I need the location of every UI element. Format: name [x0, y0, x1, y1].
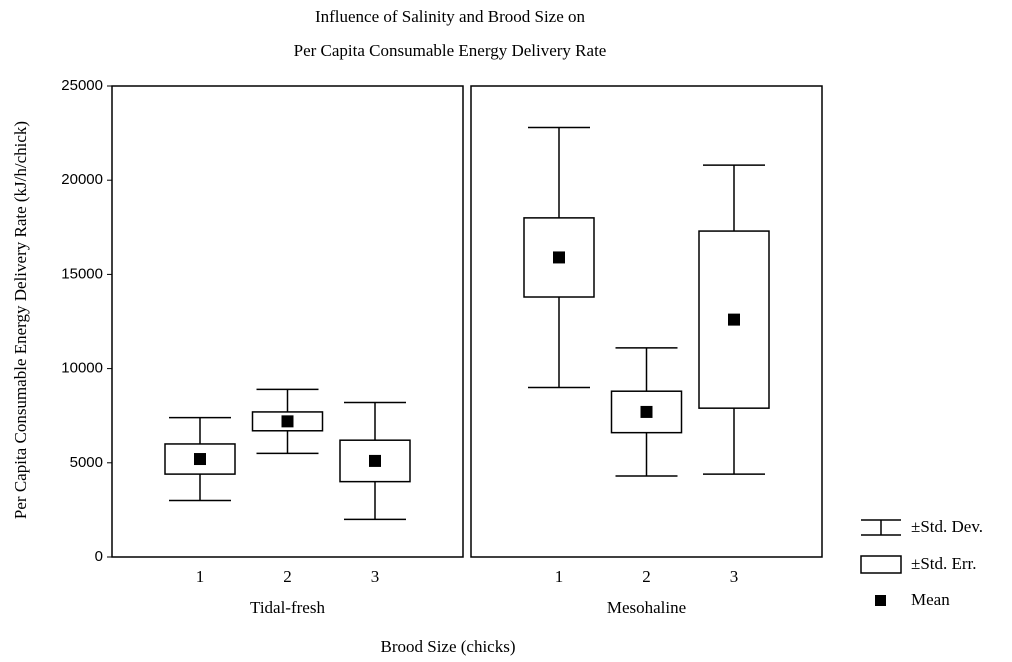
y-axis-label: Per Capita Consumable Energy Delivery Ra…: [11, 121, 30, 519]
mean-marker: [728, 313, 740, 326]
x-tick-label: 1: [555, 567, 564, 586]
legend-icon: [860, 555, 902, 574]
legend-icon: [875, 595, 886, 606]
y-tick-label: 10000: [61, 360, 103, 377]
y-tick-label: 0: [95, 548, 103, 565]
panel-frame: [470, 85, 823, 558]
mean-marker: [369, 454, 381, 467]
se-box: [164, 443, 236, 475]
y-tick-label: 5000: [70, 454, 103, 471]
x-tick-label: 2: [283, 567, 292, 586]
chart-title: Influence of Salinity and Brood Size on: [315, 7, 586, 26]
panel-label: Mesohaline: [607, 598, 686, 617]
x-tick-label: 3: [730, 567, 739, 586]
mean-marker: [553, 251, 565, 264]
legend-label: ±Std. Err.: [911, 554, 977, 573]
mean-marker: [281, 415, 294, 428]
legend-label: ±Std. Dev.: [911, 517, 983, 536]
x-tick-label: 2: [642, 567, 651, 586]
chart-title: Per Capita Consumable Energy Delivery Ra…: [294, 41, 607, 60]
x-axis-label: Brood Size (chicks): [380, 637, 515, 656]
legend-label: Mean: [911, 590, 950, 609]
x-tick-label: 3: [371, 567, 380, 586]
panel-label: Tidal-fresh: [250, 598, 325, 617]
x-tick-label: 1: [196, 567, 205, 586]
mean-marker: [194, 453, 206, 466]
mean-marker: [640, 405, 653, 418]
panel-frame: [111, 85, 464, 558]
y-tick-label: 25000: [61, 77, 103, 94]
y-tick-label: 15000: [61, 265, 103, 282]
y-tick-label: 20000: [61, 171, 103, 188]
